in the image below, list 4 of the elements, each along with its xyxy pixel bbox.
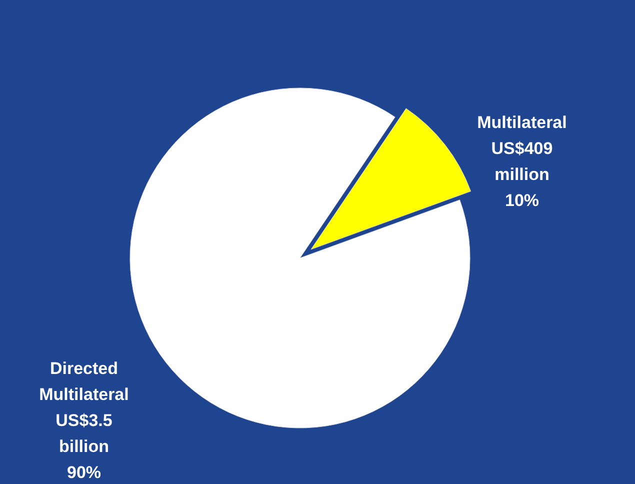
slice-label: Multilateral (477, 112, 567, 132)
slice-label: Directed Multilateral (39, 358, 129, 404)
data-label: US$3.5 billion 90% (56, 410, 112, 482)
data-label: US$409 million 10% (491, 138, 553, 210)
